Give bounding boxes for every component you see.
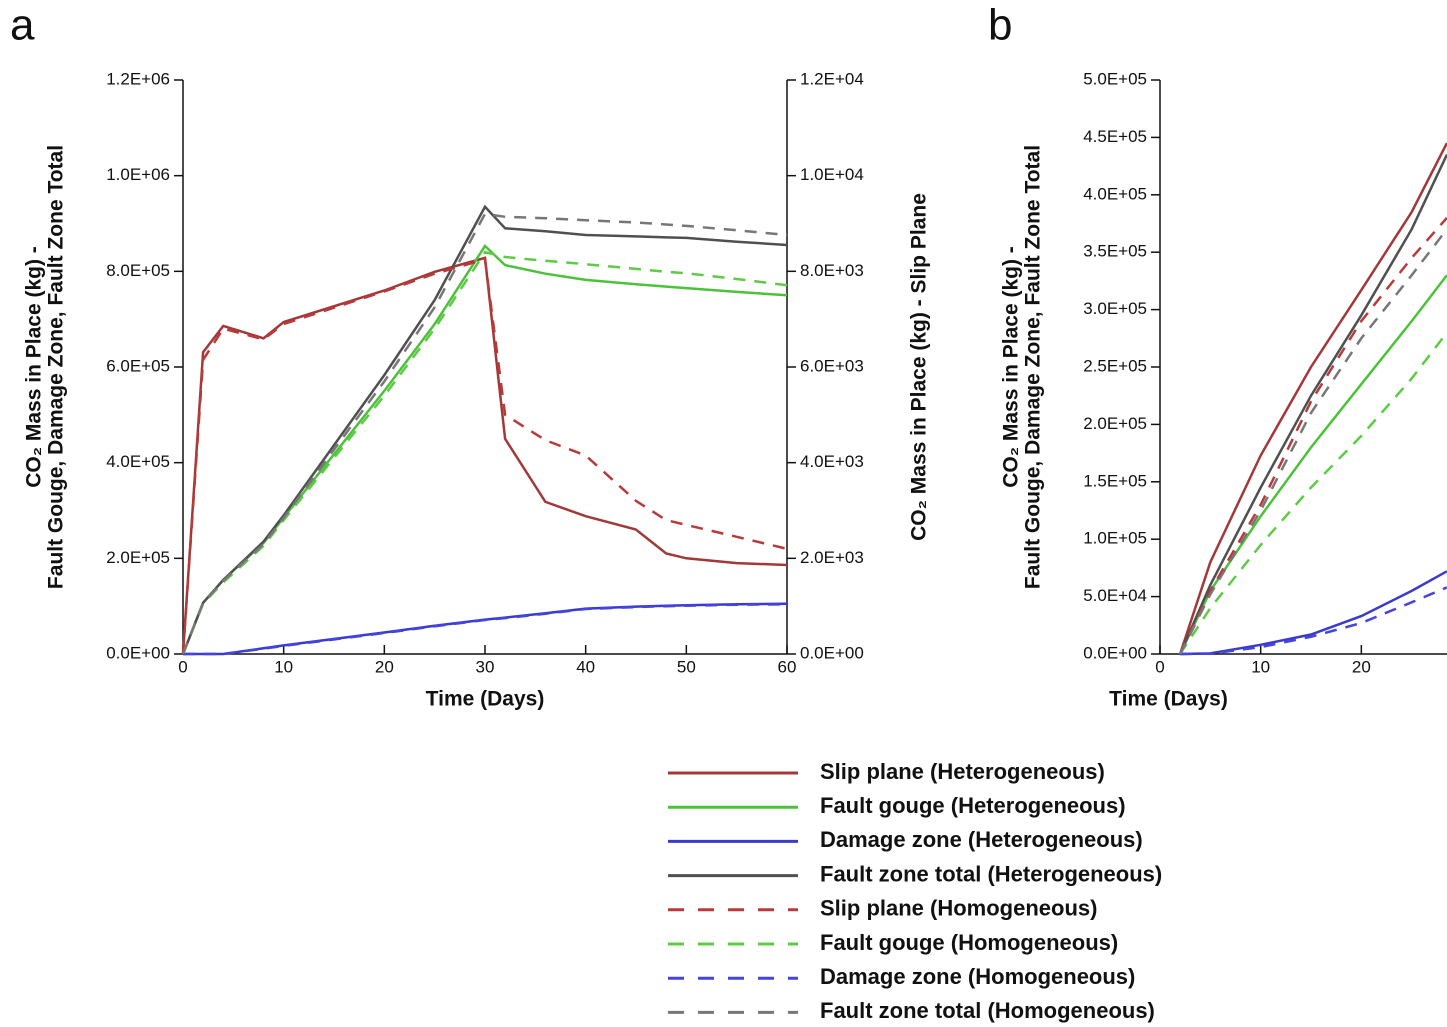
y2-tick-label: 6.0E+03	[800, 356, 864, 375]
legend-label: Fault zone total (Homogeneous)	[820, 998, 1155, 1023]
legend-label: Fault gouge (Heterogeneous)	[820, 793, 1126, 818]
legend-label: Damage zone (Heterogeneous)	[820, 827, 1143, 852]
x-tick-label: 20	[375, 657, 394, 676]
y2-tick-label: 0.0E+00	[800, 643, 864, 662]
y-tick-label: 4.0E+05	[1083, 184, 1147, 203]
y-tick-label: 5.0E+04	[1083, 586, 1147, 605]
y-axis-label: CO₂ Mass in Place (kg) -	[23, 246, 46, 488]
series-line	[181, 212, 788, 655]
x-axis-label: Time (Days)	[1109, 688, 1228, 711]
y-axis-label: Fault Gouge, Damage Zone, Fault Zone Tot…	[1022, 145, 1045, 589]
legend-label: Slip plane (Heterogeneous)	[820, 759, 1105, 784]
y-tick-label: 3.5E+05	[1083, 242, 1147, 261]
legend-label: Fault gouge (Homogeneous)	[820, 930, 1118, 955]
y2-tick-label: 1.0E+04	[800, 165, 864, 184]
y-tick-label: 4.0E+05	[106, 452, 170, 471]
y2-tick-label: 8.0E+03	[800, 261, 864, 280]
y-tick-label: 3.0E+05	[1083, 299, 1147, 318]
x-tick-label: 60	[778, 657, 797, 676]
y-tick-label: 2.0E+05	[1083, 414, 1147, 433]
series-line	[1178, 216, 1447, 655]
x-tick-label: 10	[274, 657, 293, 676]
y2-tick-label: 1.2E+04	[800, 69, 864, 88]
series-line	[181, 257, 788, 655]
series-line	[181, 244, 788, 655]
x-tick-label: 40	[576, 657, 595, 676]
series-line	[1178, 228, 1447, 655]
series-line	[183, 602, 788, 656]
x-tick-label: 20	[1352, 657, 1371, 676]
y-tick-label: 5.0E+05	[1083, 69, 1147, 88]
series-line	[1179, 331, 1447, 655]
x-tick-label: 10	[1251, 657, 1270, 676]
series-line	[181, 250, 788, 655]
y2-axis-label: CO₂ Mass in Place (kg) - Slip Plane	[908, 193, 931, 541]
y-tick-label: 8.0E+05	[106, 261, 170, 280]
y-tick-label: 4.5E+05	[1083, 127, 1147, 146]
series-line	[181, 256, 788, 655]
series-line	[1180, 586, 1447, 656]
y-tick-label: 0.0E+00	[1083, 643, 1147, 662]
y-tick-label: 0.0E+00	[106, 643, 170, 662]
series-line	[1178, 142, 1447, 655]
legend-label: Damage zone (Homogeneous)	[820, 964, 1135, 989]
y-tick-label: 1.5E+05	[1083, 471, 1147, 490]
panel: a 0.0E+00 2.0E+05 4.0E+05 6.0E+05 8.0E+05 1.0E…	[10, 1, 1162, 1024]
y2-tick-label: 4.0E+03	[800, 452, 864, 471]
y-axis-label: Fault Gouge, Damage Zone, Fault Zone Tot…	[45, 145, 68, 589]
panel-label: b	[988, 1, 1012, 50]
y-tick-label: 6.0E+05	[106, 356, 170, 375]
y2-tick-label: 2.0E+03	[800, 548, 864, 567]
panel-label: a	[10, 1, 35, 50]
series-line	[1180, 570, 1447, 656]
y-axis-label: CO₂ Mass in Place (kg) -	[1000, 246, 1023, 488]
x-tick-label: 30	[476, 657, 495, 676]
legend-label: Slip plane (Homogeneous)	[820, 896, 1097, 921]
legend-label: Fault zone total (Heterogeneous)	[820, 861, 1162, 886]
y-tick-label: 1.2E+06	[106, 69, 170, 88]
y-tick-label: 2.0E+05	[106, 548, 170, 567]
x-tick-label: 0	[178, 657, 187, 676]
x-tick-label: 0	[1155, 657, 1164, 676]
x-tick-label: 50	[677, 657, 696, 676]
y-tick-label: 1.0E+06	[106, 165, 170, 184]
series-line	[1178, 154, 1447, 655]
y-tick-label: 1.0E+05	[1083, 529, 1147, 548]
y-tick-label: 2.5E+05	[1083, 356, 1147, 375]
x-axis-label: Time (Days)	[426, 688, 545, 711]
panel: b 0.0E+00 5.0E+04 1.0E+05 1.5E+05 2.0E+05 2.5E…	[988, 1, 1447, 711]
